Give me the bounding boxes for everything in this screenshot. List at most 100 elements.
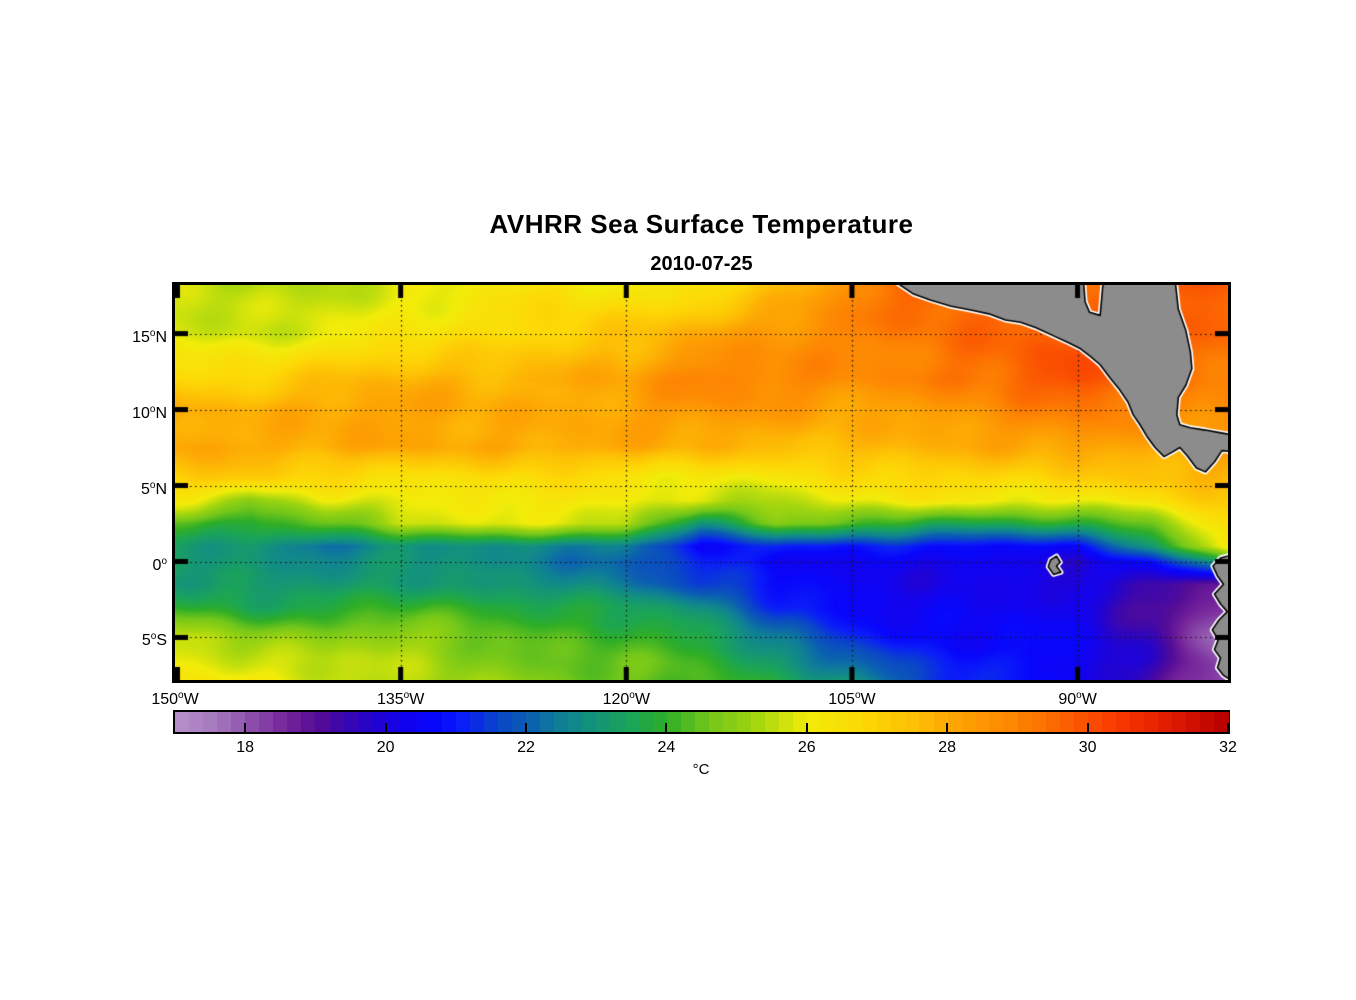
colorbar-segment	[582, 712, 597, 732]
colorbar-tick	[525, 723, 527, 732]
colorbar-segment	[905, 712, 920, 732]
x-axis-label: 105oW	[828, 690, 876, 708]
colorbar-segment	[736, 712, 751, 732]
colorbar-segment	[484, 712, 499, 732]
colorbar-tick	[946, 723, 949, 732]
colorbar-segment	[1017, 712, 1032, 732]
colorbar-segment	[694, 712, 709, 732]
colorbar-tick-label: 24	[657, 739, 676, 756]
colorbar-segment	[357, 712, 372, 732]
colorbar-segment	[1102, 712, 1117, 732]
colorbar-segment	[343, 712, 358, 732]
colorbar-tick	[665, 723, 668, 732]
y-axis-label: 0o	[152, 555, 167, 574]
colorbar-segment	[1031, 712, 1046, 732]
colorbar-segment	[540, 712, 555, 732]
colorbar-tick-label: 20	[376, 739, 395, 756]
colorbar-segment	[666, 712, 681, 732]
colorbar-tick	[244, 723, 247, 732]
colorbar-tick	[1086, 723, 1089, 732]
colorbar-segment	[385, 712, 400, 732]
colorbar-segment	[413, 712, 428, 732]
colorbar-segment	[1144, 712, 1159, 732]
colorbar-segment	[203, 712, 218, 732]
colorbar-segment	[1214, 712, 1229, 732]
y-axis-label: 5oS	[141, 631, 167, 650]
colorbar-tick	[384, 723, 387, 732]
colorbar-segment	[217, 712, 232, 732]
colorbar-segment	[245, 712, 260, 732]
colorbar-segment	[329, 712, 344, 732]
colorbar-tick-label: 22	[517, 739, 535, 756]
colorbar	[173, 710, 1230, 734]
colorbar-segment	[512, 712, 527, 732]
colorbar-segment	[1059, 712, 1074, 732]
colorbar-segment	[427, 712, 442, 732]
colorbar-tick-label: 30	[1078, 739, 1097, 756]
colorbar-segment	[807, 712, 822, 732]
x-axis-label: 135oW	[376, 690, 425, 708]
colorbar-segment	[259, 712, 274, 732]
colorbar-tick-label: 28	[938, 739, 957, 756]
colorbar-segment	[399, 712, 414, 732]
colorbar-segment	[919, 712, 934, 732]
colorbar-segment	[469, 712, 485, 732]
colorbar-segment	[315, 712, 330, 732]
chart-title: AVHRR Sea Surface Temperature	[489, 209, 914, 239]
colorbar-segment	[189, 712, 204, 732]
colorbar-segment	[1074, 712, 1089, 732]
colorbar-segment	[1158, 712, 1173, 732]
colorbar-segment	[849, 712, 864, 732]
colorbar-segment	[722, 712, 737, 732]
colorbar-segment	[793, 712, 808, 732]
colorbar-segment	[610, 712, 625, 732]
colorbar-segment	[975, 712, 990, 732]
colorbar-tick	[1227, 723, 1229, 732]
colorbar-segment	[1186, 712, 1201, 732]
chart-date: 2010-07-25	[650, 253, 753, 275]
colorbar-segment	[1003, 712, 1018, 732]
colorbar-segment	[652, 712, 667, 732]
colorbar-tick-label: 18	[236, 739, 255, 756]
colorbar-segment	[1172, 712, 1187, 732]
colorbar-segment	[877, 712, 892, 732]
colorbar-unit-label: °C	[692, 761, 710, 778]
colorbar-segment	[498, 712, 513, 732]
colorbar-segment	[708, 712, 723, 732]
colorbar-segment	[526, 712, 541, 732]
colorbar-segment	[441, 712, 456, 732]
colorbar-gradient	[175, 712, 1229, 732]
sst-map-canvas	[175, 285, 1228, 680]
colorbar-segment	[779, 712, 794, 732]
colorbar-segment	[835, 712, 850, 732]
x-axis-label: 120oW	[602, 690, 650, 708]
colorbar-tick-label: 26	[797, 739, 816, 756]
colorbar-segment	[764, 712, 780, 732]
colorbar-segment	[1088, 712, 1103, 732]
x-axis-label: 150oW	[151, 690, 199, 708]
colorbar-segment	[638, 712, 653, 732]
colorbar-segment	[273, 712, 288, 732]
colorbar-segment	[231, 712, 246, 732]
colorbar-segment	[863, 712, 878, 732]
colorbar-segment	[933, 712, 948, 732]
colorbar-segment	[301, 712, 316, 732]
colorbar-segment	[680, 712, 695, 732]
colorbar-segment	[989, 712, 1004, 732]
y-axis-label: 10oN	[132, 403, 167, 422]
y-axis-label: 15oN	[132, 327, 167, 346]
y-axis-label: 5oN	[140, 479, 167, 498]
colorbar-segment	[961, 712, 976, 732]
map-plot	[172, 282, 1231, 683]
colorbar-segment	[624, 712, 639, 732]
colorbar-segment	[891, 712, 906, 732]
colorbar-segment	[750, 712, 765, 732]
colorbar-segment	[371, 712, 386, 732]
colorbar-segment	[596, 712, 611, 732]
colorbar-segment	[554, 712, 569, 732]
x-axis-label: 90oW	[1058, 690, 1097, 708]
colorbar-segment	[1116, 712, 1131, 732]
colorbar-segment	[1045, 712, 1060, 732]
colorbar-segment	[287, 712, 302, 732]
